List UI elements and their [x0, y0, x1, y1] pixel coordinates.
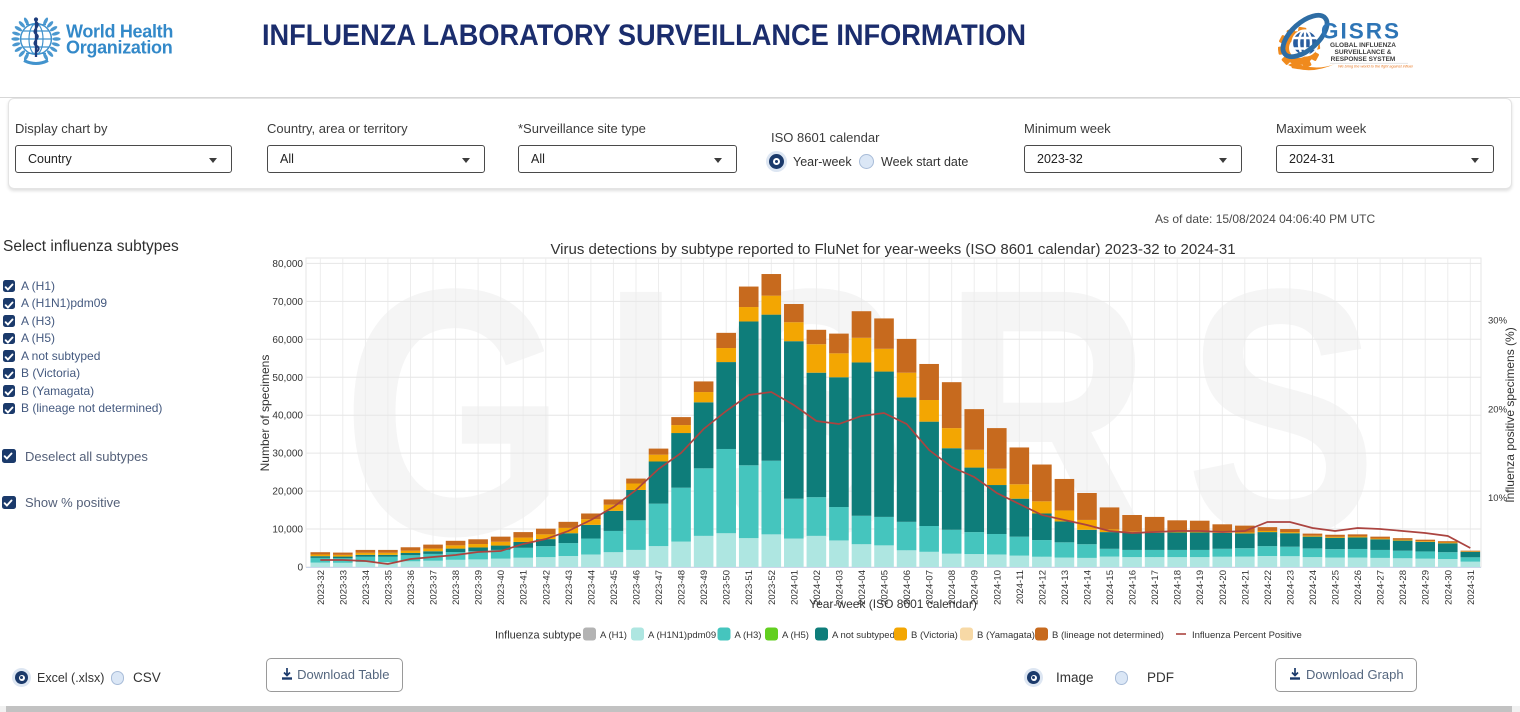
svg-text:2023-42: 2023-42: [541, 570, 552, 605]
svg-text:2024-13: 2024-13: [1060, 570, 1071, 605]
svg-text:2023-43: 2023-43: [564, 570, 575, 605]
svg-text:2023-33: 2023-33: [338, 570, 349, 605]
svg-text:2023-41: 2023-41: [519, 570, 530, 605]
svg-text:2024-16: 2024-16: [1128, 570, 1139, 605]
svg-text:2024-26: 2024-26: [1353, 570, 1364, 605]
svg-text:2023-38: 2023-38: [451, 570, 462, 605]
svg-text:2024-23: 2024-23: [1285, 570, 1296, 605]
svg-text:2024-31: 2024-31: [1466, 570, 1477, 605]
svg-text:Influenza Percent Positive: Influenza Percent Positive: [1192, 630, 1302, 641]
svg-text:GISRS: GISRS: [1321, 19, 1401, 44]
svg-text:A (H1N1)pdm09: A (H1N1)pdm09: [648, 630, 716, 641]
svg-text:30%: 30%: [1488, 316, 1508, 327]
svg-text:B (Victoria): B (Victoria): [911, 630, 958, 641]
svg-text:2024-08: 2024-08: [947, 570, 958, 605]
svg-text:2024-09: 2024-09: [970, 570, 981, 605]
svg-text:80,000: 80,000: [272, 259, 303, 270]
svg-text:2023-37: 2023-37: [429, 570, 440, 605]
svg-text:2024-19: 2024-19: [1195, 570, 1206, 605]
svg-text:2023-35: 2023-35: [383, 570, 394, 605]
svg-text:B (Yamagata): B (Yamagata): [977, 630, 1035, 641]
svg-text:60,000: 60,000: [272, 335, 303, 346]
svg-text:2023-51: 2023-51: [744, 570, 755, 605]
svg-text:2023-50: 2023-50: [722, 570, 733, 605]
svg-text:2023-52: 2023-52: [767, 570, 778, 605]
svg-text:2024-05: 2024-05: [880, 570, 891, 605]
svg-text:RESPONSE SYSTEM: RESPONSE SYSTEM: [1331, 56, 1396, 63]
svg-text:Year-week (ISO 8601 calendar): Year-week (ISO 8601 calendar): [809, 597, 977, 611]
svg-text:2024-11: 2024-11: [1015, 570, 1026, 604]
svg-text:2024-21: 2024-21: [1240, 570, 1251, 605]
svg-text:2023-45: 2023-45: [609, 570, 620, 605]
svg-text:We bring the world to the figh: We bring the world to the fight against …: [1338, 65, 1413, 69]
svg-text:10%: 10%: [1488, 493, 1508, 504]
svg-text:2024-12: 2024-12: [1037, 570, 1048, 605]
svg-text:2023-36: 2023-36: [406, 570, 417, 605]
svg-text:2024-27: 2024-27: [1376, 570, 1387, 605]
svg-text:2024-22: 2024-22: [1263, 570, 1274, 605]
svg-text:2023-47: 2023-47: [654, 570, 665, 605]
svg-text:2024-30: 2024-30: [1443, 570, 1454, 605]
svg-text:2024-01: 2024-01: [789, 570, 800, 605]
svg-text:70,000: 70,000: [272, 297, 303, 308]
svg-text:30,000: 30,000: [272, 449, 303, 460]
svg-text:Influenza subtype: Influenza subtype: [495, 630, 581, 642]
svg-text:2023-32: 2023-32: [316, 570, 327, 605]
svg-text:SURVEILLANCE &: SURVEILLANCE &: [1335, 49, 1392, 56]
svg-text:2023-46: 2023-46: [632, 570, 643, 605]
svg-text:A (H3): A (H3): [735, 630, 762, 641]
svg-text:2023-44: 2023-44: [586, 570, 597, 605]
svg-text:2024-24: 2024-24: [1308, 570, 1319, 605]
svg-text:40,000: 40,000: [272, 411, 303, 422]
svg-text:Virus detections by subtype re: Virus detections by subtype reported to …: [550, 241, 1235, 258]
svg-text:2024-25: 2024-25: [1331, 570, 1342, 605]
svg-text:B (lineage not determined): B (lineage not determined): [1052, 630, 1164, 641]
svg-text:2024-07: 2024-07: [925, 570, 936, 605]
svg-text:50,000: 50,000: [272, 373, 303, 384]
svg-text:20%: 20%: [1488, 405, 1508, 416]
svg-text:2024-28: 2024-28: [1398, 570, 1409, 605]
svg-text:Influenza positive specimens (: Influenza positive specimens (%): [1503, 327, 1517, 502]
svg-text:10,000: 10,000: [272, 525, 303, 536]
svg-text:GLOBAL INFLUENZA: GLOBAL INFLUENZA: [1330, 42, 1396, 49]
svg-text:0: 0: [297, 563, 303, 574]
svg-text:2023-40: 2023-40: [496, 570, 507, 605]
svg-text:2024-20: 2024-20: [1218, 570, 1229, 605]
svg-text:20,000: 20,000: [272, 487, 303, 498]
svg-text:Number of specimens: Number of specimens: [258, 355, 272, 472]
svg-text:2024-02: 2024-02: [812, 570, 823, 605]
svg-text:2024-15: 2024-15: [1105, 570, 1116, 605]
svg-text:2024-06: 2024-06: [902, 570, 913, 605]
svg-text:2024-04: 2024-04: [857, 570, 868, 605]
svg-text:2024-17: 2024-17: [1150, 570, 1161, 605]
svg-text:2023-48: 2023-48: [677, 570, 688, 605]
svg-text:2024-18: 2024-18: [1173, 570, 1184, 605]
svg-text:2024-29: 2024-29: [1421, 570, 1432, 605]
svg-text:2024-14: 2024-14: [1083, 570, 1094, 605]
svg-text:A (H1): A (H1): [600, 630, 627, 641]
svg-text:A not subtyped: A not subtyped: [832, 630, 895, 641]
svg-text:2024-10: 2024-10: [992, 570, 1003, 605]
svg-text:2023-34: 2023-34: [361, 570, 372, 605]
svg-text:2024-03: 2024-03: [834, 570, 845, 605]
svg-text:A (H5): A (H5): [782, 630, 809, 641]
svg-text:World Health: World Health: [66, 22, 173, 42]
svg-text:2023-49: 2023-49: [699, 570, 710, 605]
svg-text:Organization: Organization: [66, 38, 172, 58]
svg-text:2023-39: 2023-39: [474, 570, 485, 605]
